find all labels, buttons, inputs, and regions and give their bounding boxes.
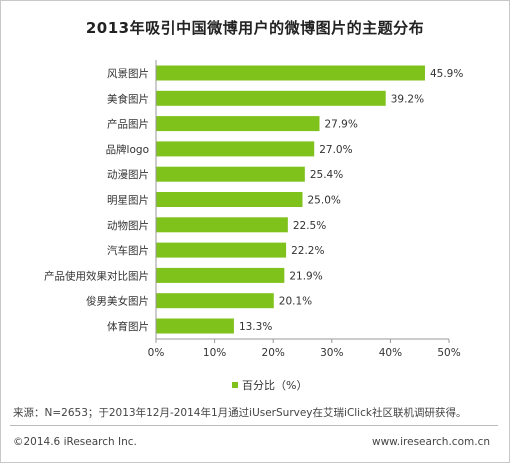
- bar-chart: 风景图片 45.9% 美食图片 39.2% 产品图片 27.9% 品牌logo 27.0% 动漫…: [44, 60, 463, 359]
- bar: [156, 318, 234, 334]
- bar: [156, 65, 425, 81]
- category-label: 品牌logo: [106, 143, 149, 156]
- category-label: 美食图片: [107, 92, 149, 105]
- bar: [156, 217, 288, 233]
- data-label: 22.5%: [293, 220, 326, 232]
- data-label: 25.0%: [308, 195, 341, 207]
- category-label: 动漫图片: [107, 168, 149, 181]
- bar: [156, 166, 305, 182]
- chart-legend: 百分比（%）: [232, 377, 307, 393]
- bar: [156, 116, 320, 132]
- category-label: 汽车图片: [107, 244, 149, 257]
- bar: [156, 90, 386, 106]
- data-label: 22.2%: [291, 245, 324, 257]
- data-label: 21.9%: [289, 270, 322, 282]
- source-note: 来源：N=2653；于2013年12月-2014年1月通过iUserSurvey…: [13, 407, 467, 419]
- x-tick-label: 30%: [320, 347, 343, 359]
- category-label: 明星图片: [107, 194, 149, 207]
- legend-label: 百分比（%）: [242, 379, 308, 392]
- data-label: 20.1%: [279, 296, 312, 308]
- bar: [156, 141, 315, 157]
- data-label: 25.4%: [310, 169, 343, 181]
- copyright-text: ©2014.6 iResearch Inc.: [13, 436, 137, 448]
- footer-divider: [10, 425, 498, 426]
- chart-title: 2013年吸引中国微博用户的微博图片的主题分布: [85, 19, 425, 37]
- data-label: 27.0%: [319, 144, 352, 156]
- category-label: 风景图片: [107, 67, 149, 80]
- data-label: 39.2%: [391, 93, 424, 105]
- data-label: 45.9%: [430, 68, 463, 80]
- bar: [156, 293, 274, 309]
- x-tick-label: 10%: [203, 347, 226, 359]
- bar: [156, 192, 303, 207]
- legend-swatch: [232, 382, 238, 388]
- bar: [156, 267, 285, 283]
- bar: [156, 242, 287, 258]
- category-label: 产品图片: [107, 118, 149, 131]
- category-label: 动物图片: [107, 219, 149, 232]
- data-label: 13.3%: [239, 321, 272, 333]
- website-link: www.iresearch.com.cn: [371, 436, 490, 448]
- category-label: 体育图片: [107, 320, 149, 333]
- data-label: 27.9%: [324, 119, 357, 131]
- x-tick-label: 0%: [148, 347, 165, 359]
- category-label: 产品使用效果对比图片: [44, 269, 149, 282]
- x-tick-label: 40%: [379, 347, 402, 359]
- x-tick-label: 50%: [437, 347, 460, 359]
- x-tick-label: 20%: [262, 347, 285, 359]
- category-label: 俊男美女图片: [86, 295, 149, 308]
